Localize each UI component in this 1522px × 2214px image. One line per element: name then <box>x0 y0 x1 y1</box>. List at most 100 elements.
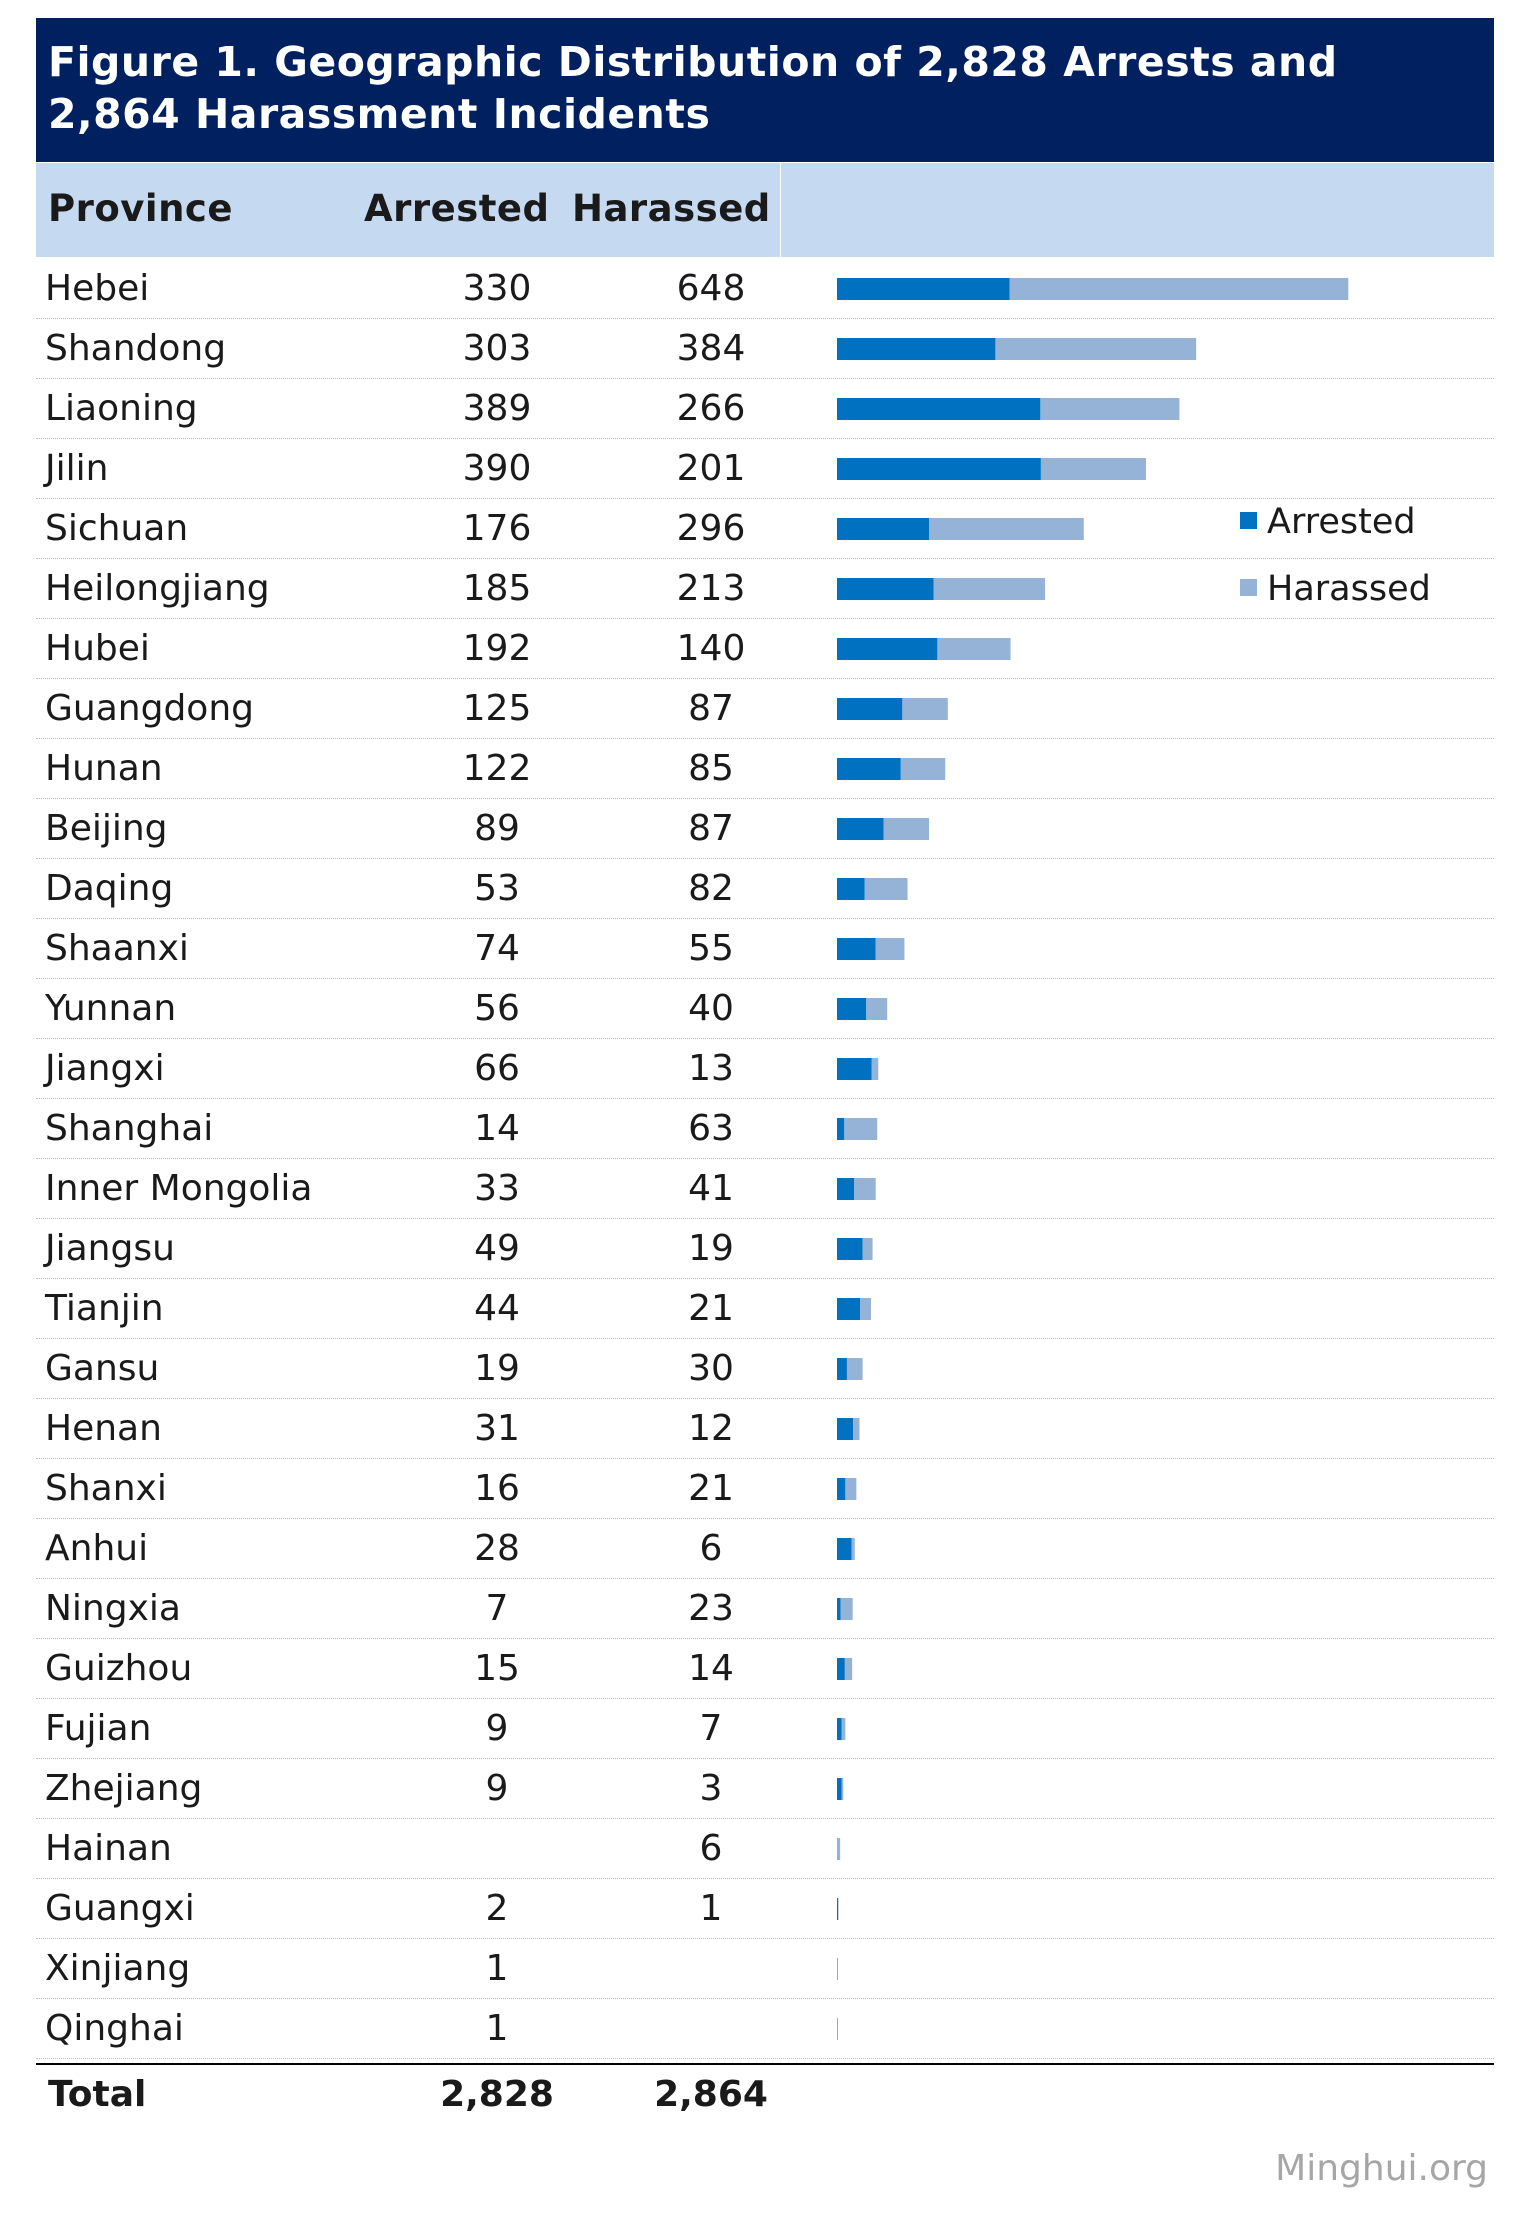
arrested-count: 9 <box>485 1768 509 1809</box>
arrested-count: 330 <box>462 268 532 309</box>
harassed-count: 55 <box>688 928 734 969</box>
arrested-count: 9 <box>485 1708 509 1749</box>
table-row: Henan 31 12 <box>36 1399 1494 1459</box>
arrested-count: 176 <box>462 508 532 549</box>
bar-harassed-guizhou <box>844 1658 853 1680</box>
header-background-chart <box>781 163 1494 257</box>
harassed-count: 201 <box>676 448 746 489</box>
arrested-count: 1 <box>485 2008 509 2049</box>
table-row: Beijing 89 87 <box>36 799 1494 859</box>
harassed-count: 85 <box>688 748 734 789</box>
bar-arrested-zhejiang <box>837 1778 842 1800</box>
table-row: Hainan 6 <box>36 1819 1494 1879</box>
arrested-count: 14 <box>474 1108 520 1149</box>
bar-arrested-daqing <box>837 878 865 900</box>
harassed-count: 82 <box>688 868 734 909</box>
bar-arrested-jilin <box>837 458 1041 480</box>
arrested-count: 389 <box>462 388 532 429</box>
harassed-count: 87 <box>688 688 734 729</box>
legend-item-arrested: Arrested <box>1240 500 1416 544</box>
bar-harassed-hunan <box>900 758 946 780</box>
bar-harassed-fujian <box>841 1718 846 1740</box>
bar-harassed-anhui <box>851 1538 855 1560</box>
bar-harassed-hubei <box>937 638 1011 660</box>
bar-harassed-shandong <box>995 338 1197 360</box>
header-arrested: Arrested <box>364 187 550 230</box>
arrested-count: 56 <box>474 988 520 1029</box>
table-row: Hebei 330 648 <box>36 259 1494 319</box>
table-row: Shandong 303 384 <box>36 319 1494 379</box>
table-row: Guangxi 2 1 <box>36 1879 1494 1939</box>
province-name: Zhejiang <box>45 1768 203 1809</box>
harassed-count: 12 <box>688 1408 734 1449</box>
bar-harassed-jiangsu <box>862 1238 873 1260</box>
bar-arrested-gansu <box>837 1358 847 1380</box>
province-name: Beijing <box>45 808 168 849</box>
table-row: Daqing 53 82 <box>36 859 1494 919</box>
bar-arrested-liaoning <box>837 398 1041 420</box>
bar-harassed-jiangxi <box>871 1058 879 1080</box>
table-row: Ningxia 7 23 <box>36 1579 1494 1639</box>
table-row: Sichuan 176 296 <box>36 499 1494 559</box>
arrested-count: 49 <box>474 1228 520 1269</box>
province-name: Shanxi <box>45 1468 167 1509</box>
province-name: Hubei <box>45 628 150 669</box>
harassed-count: 7 <box>699 1708 723 1749</box>
table-row: Guangdong 125 87 <box>36 679 1494 739</box>
province-name: Tianjin <box>45 1288 164 1329</box>
harassed-count: 40 <box>688 988 734 1029</box>
harassed-count: 41 <box>688 1168 734 1209</box>
harassed-count: 30 <box>688 1348 734 1389</box>
table-row: Liaoning 389 266 <box>36 379 1494 439</box>
table-row: Shanghai 14 63 <box>36 1099 1494 1159</box>
harassed-count: 648 <box>676 268 746 309</box>
harassed-count: 384 <box>676 328 746 369</box>
harassed-count: 296 <box>676 508 746 549</box>
harassed-count: 140 <box>676 628 746 669</box>
bar-harassed-ningxia <box>840 1598 853 1620</box>
harassed-count: 6 <box>699 1528 723 1569</box>
bar-arrested-xinjiang <box>837 1958 838 1980</box>
province-name: Jiangxi <box>45 1048 165 1089</box>
table-row: Hunan 122 85 <box>36 739 1494 799</box>
header-harassed: Harassed <box>572 187 771 230</box>
province-name: Xinjiang <box>45 1948 191 1989</box>
province-name: Shandong <box>45 328 227 369</box>
arrested-count: 33 <box>474 1168 520 1209</box>
bar-arrested-shanghai <box>837 1118 845 1140</box>
province-name: Yunnan <box>45 988 177 1029</box>
bar-harassed-heilongjiang <box>933 578 1046 600</box>
table-row: Jiangsu 49 19 <box>36 1219 1494 1279</box>
arrested-count: 303 <box>462 328 532 369</box>
province-name: Ningxia <box>45 1588 181 1629</box>
table-row: Jiangxi 66 13 <box>36 1039 1494 1099</box>
bar-arrested-hebei <box>837 278 1010 300</box>
harassed-count: 213 <box>676 568 746 609</box>
table-row: Fujian 9 7 <box>36 1699 1494 1759</box>
legend-swatch-arrested <box>1240 511 1257 529</box>
total-row: Total 2,828 2,864 <box>36 2065 1494 2125</box>
table-row: Guizhou 15 14 <box>36 1639 1494 1699</box>
arrested-count: 16 <box>474 1468 520 1509</box>
bar-arrested-shanxi <box>837 1478 846 1500</box>
bar-harassed-guangdong <box>902 698 948 720</box>
table-row: Shaanxi 74 55 <box>36 919 1494 979</box>
header-province: Province <box>48 187 233 230</box>
arrested-count: 31 <box>474 1408 520 1449</box>
bar-arrested-beijing <box>837 818 884 840</box>
bar-arrested-ningxia <box>837 1598 841 1620</box>
bar-arrested-henan <box>837 1418 854 1440</box>
harassed-count: 87 <box>688 808 734 849</box>
arrested-count: 89 <box>474 808 520 849</box>
harassed-count: 3 <box>699 1768 723 1809</box>
bar-arrested-sichuan <box>837 518 930 540</box>
harassed-count: 19 <box>688 1228 734 1269</box>
province-name: Qinghai <box>45 2008 184 2049</box>
bar-harassed-shanghai <box>844 1118 878 1140</box>
harassed-count: 21 <box>688 1288 734 1329</box>
bar-harassed-hainan <box>837 1838 841 1860</box>
bar-harassed-tianjin <box>860 1298 871 1320</box>
arrested-count: 125 <box>462 688 532 729</box>
province-name: Inner Mongolia <box>45 1168 313 1209</box>
